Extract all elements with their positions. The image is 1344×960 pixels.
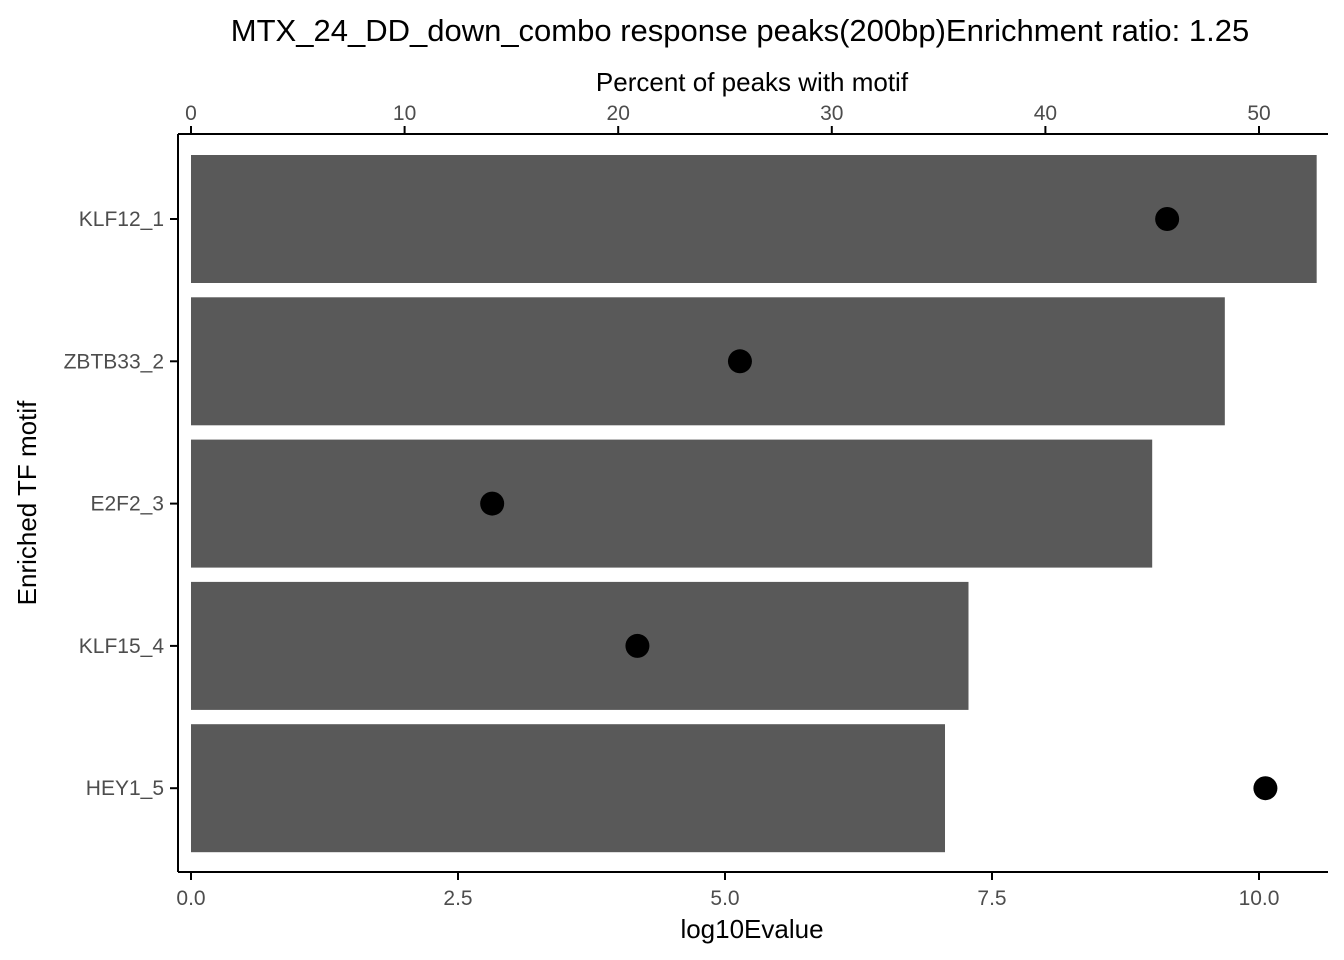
bar-E2F2_3	[191, 439, 1153, 568]
y-axis-title: Enriched TF motif	[12, 400, 42, 605]
bar-HEY1_5	[191, 724, 946, 853]
point-E2F2_3	[480, 491, 505, 516]
x2-tick-label-0: 0	[185, 102, 197, 125]
point-ZBTB33_2	[727, 349, 752, 374]
x2-tick-label-1: 10	[393, 102, 416, 125]
x-tick-label-4: 10.0	[1239, 887, 1280, 910]
y-tick-label-KLF15_4: KLF15_4	[79, 635, 165, 658]
x-tick-label-1: 2.5	[443, 887, 472, 910]
x2-tick-label-4: 40	[1034, 102, 1057, 125]
x-tick-label-0: 0.0	[176, 887, 205, 910]
y-tick-label-ZBTB33_2: ZBTB33_2	[64, 350, 164, 373]
y-tick-label-HEY1_5: HEY1_5	[86, 777, 164, 800]
x2-tick-label-2: 20	[607, 102, 630, 125]
chart-title: MTX_24_DD_down_combo response peaks(200b…	[231, 13, 1249, 48]
bar-ZBTB33_2	[191, 297, 1225, 426]
x-tick-label-2: 5.0	[710, 887, 739, 910]
points-layer	[480, 207, 1278, 801]
bar-KLF15_4	[191, 581, 969, 710]
bar-KLF12_1	[191, 155, 1317, 283]
y-tick-label-E2F2_3: E2F2_3	[90, 493, 164, 516]
point-HEY1_5	[1253, 776, 1278, 801]
bars-layer	[191, 155, 1317, 853]
x2-axis-title: Percent of peaks with motif	[596, 67, 909, 97]
y-tick-label-KLF12_1: KLF12_1	[79, 208, 164, 231]
x2-tick-label-5: 50	[1247, 102, 1270, 125]
x-axis-title: log10Evalue	[680, 914, 823, 944]
x2-tick-label-3: 30	[820, 102, 843, 125]
axes-layer: KLF12_1 ZBTB33_2 E2F2_3 KLF15_4 HEY1_5 0.0 2.5…	[64, 102, 1328, 910]
x-tick-label-3: 7.5	[977, 887, 1006, 910]
point-KLF15_4	[625, 633, 650, 658]
point-KLF12_1	[1155, 207, 1180, 231]
